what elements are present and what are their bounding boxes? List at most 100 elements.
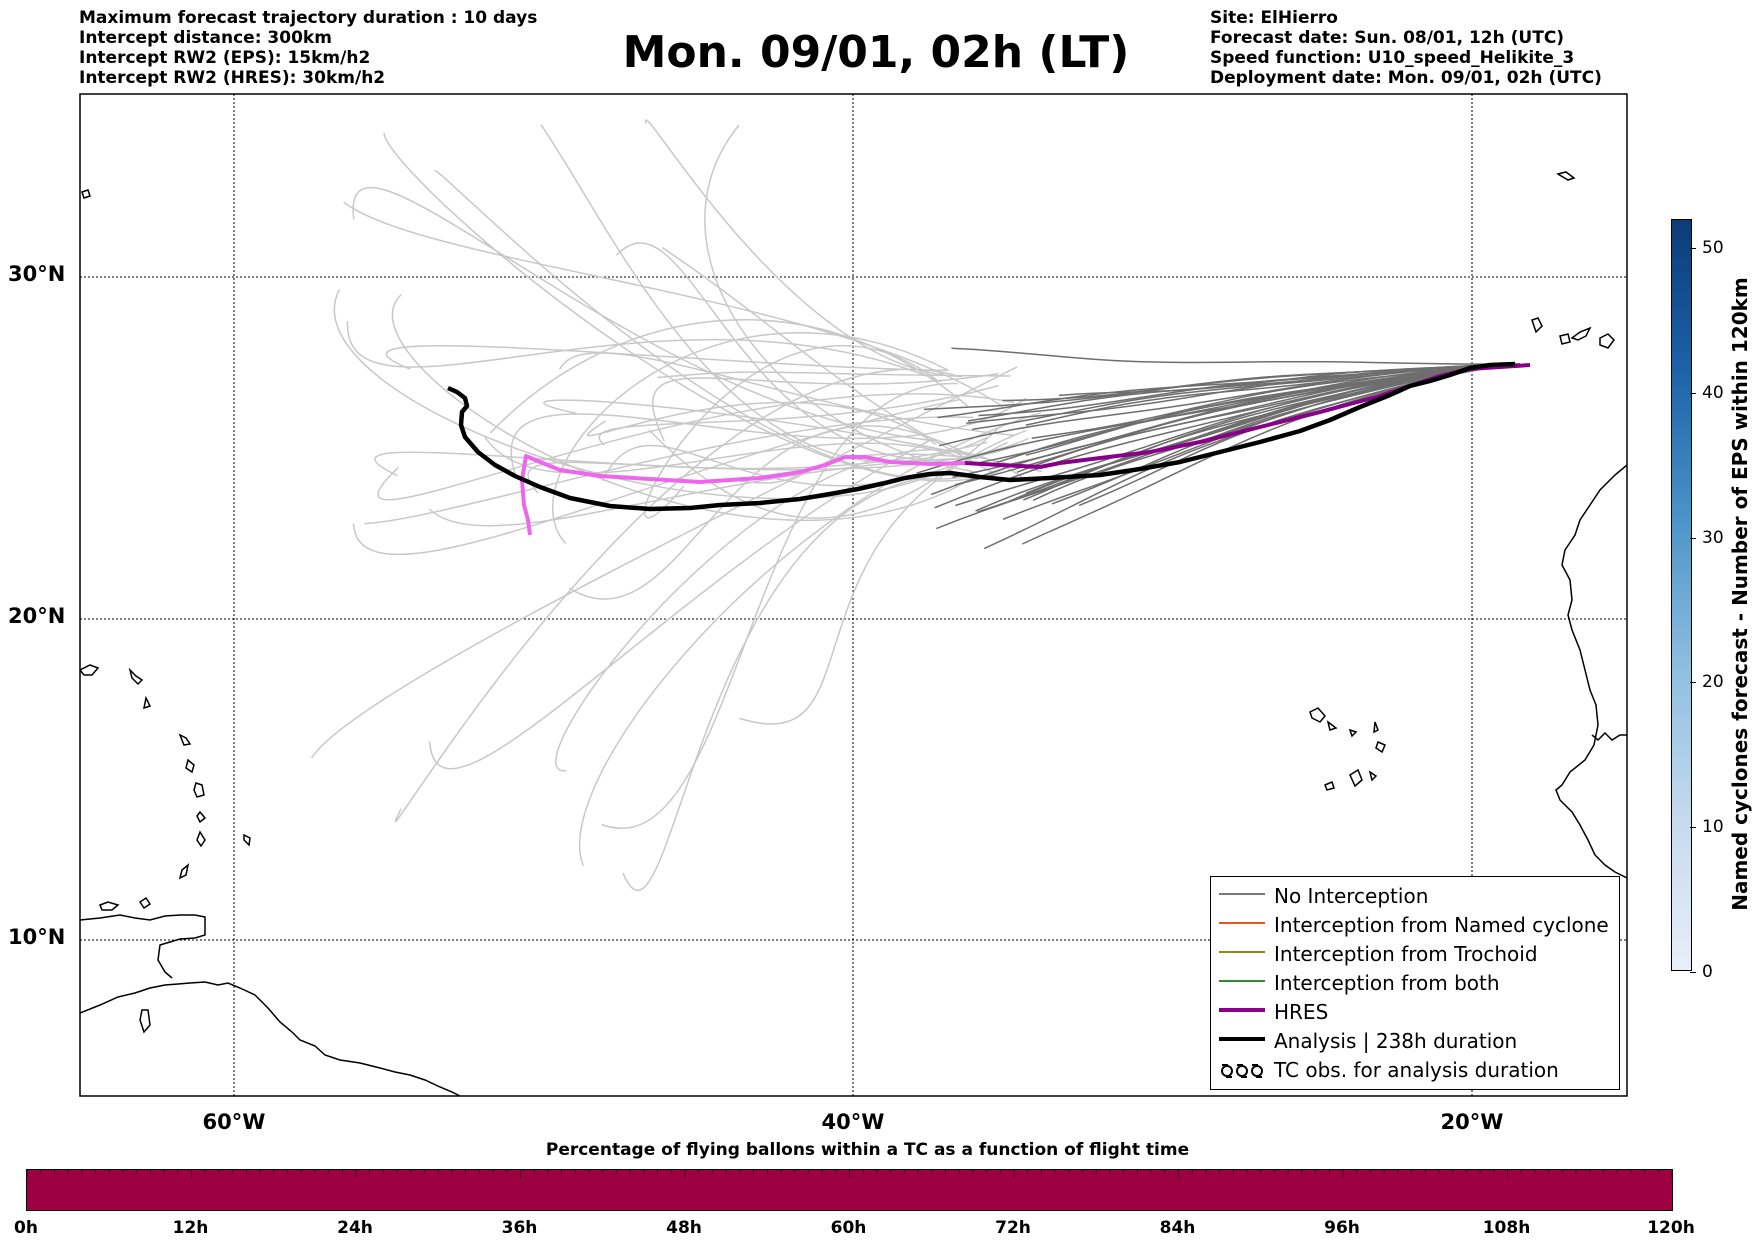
eps-trajectory: [1016, 363, 1521, 474]
legend-label: HRES: [1274, 1000, 1329, 1024]
legend-label: Analysis | 238h duration: [1274, 1029, 1518, 1053]
eps-trajectory: [916, 363, 1521, 474]
legend-line-both: [1219, 980, 1265, 982]
eps-trajectory: [601, 382, 959, 829]
lat-label-30n: 30°N: [8, 262, 66, 286]
intercept-eps-text: Intercept RW2 (EPS): 15km/h2: [79, 48, 371, 68]
intercept-distance-text: Intercept distance: 300km: [79, 28, 332, 48]
legend-label: TC obs. for analysis duration: [1274, 1058, 1559, 1082]
island-1: [99, 901, 120, 911]
flight-time-bar-ticks: [27, 1170, 1672, 1178]
map-frame: [79, 93, 1628, 1097]
eps-trajectory: [558, 352, 1014, 436]
island-gran-canaria: [1599, 333, 1615, 349]
island-7: [178, 733, 192, 746]
island-2: [138, 896, 152, 910]
eps-trajectory: [428, 438, 934, 770]
flight-time-title: Percentage of flying ballons within a TC…: [545, 1140, 1190, 1160]
island-5: [128, 667, 144, 686]
colorbar-tick-label: 30: [1702, 527, 1724, 548]
island-cv-6: [1349, 768, 1363, 788]
colorbar-tick-mark: [1690, 972, 1696, 973]
eps-trajectories-distant: [310, 119, 1043, 892]
island-cv-2: [1326, 720, 1338, 731]
eps-trajectory: [1002, 363, 1521, 402]
legend-both: Interception from both: [1211, 968, 1619, 997]
island-8: [185, 758, 195, 774]
speed-function-text: Speed function: U10_speed_Helikite_3: [1210, 48, 1575, 68]
coastline-africa-inlet: [1591, 731, 1627, 742]
flight-time-tick-label: 120h: [1647, 1218, 1695, 1238]
coastline-trinidad-venezuela: [80, 914, 206, 979]
eps-trajectories-no-interception: [916, 347, 1521, 550]
coastlines: [80, 171, 1627, 1096]
island-gran-canaria-n: [1570, 326, 1592, 341]
eps-trajectory: [644, 119, 963, 378]
legend-line-named-cyclone: [1219, 922, 1265, 924]
island-4: [80, 664, 100, 676]
island-10: [196, 810, 207, 824]
flight-time-tick-label: 12h: [172, 1218, 209, 1238]
colorbar-tick-mark: [1690, 537, 1696, 539]
eps-trajectory: [939, 363, 1521, 447]
legend-named-cyclone: Interception from Named cyclone: [1211, 910, 1619, 939]
lon-label-60w: 60°W: [202, 1110, 266, 1134]
lon-label-20w: 20°W: [1440, 1110, 1504, 1134]
legend-label: Interception from both: [1274, 971, 1500, 995]
island-la-palma: [1531, 317, 1543, 334]
eps-trajectory: [704, 124, 979, 474]
eps-trajectory: [568, 425, 968, 600]
flight-time-tick-label: 108h: [1482, 1218, 1531, 1238]
legend-label: Interception from Named cyclone: [1274, 913, 1609, 937]
colorbar-tick-label: 50: [1702, 237, 1724, 258]
island-13: [243, 833, 251, 847]
intercept-hres-text: Intercept RW2 (HRES): 30km/h2: [79, 68, 386, 88]
eps-trajectory: [489, 318, 968, 434]
legend-line-trochoid: [1219, 951, 1265, 953]
hres-extension-track: [520, 454, 966, 536]
island-3: [139, 1009, 151, 1034]
island-14: [81, 189, 91, 199]
eps-trajectory: [510, 397, 1027, 474]
island-tenerife: [1559, 333, 1571, 345]
flight-time-tick-label: 24h: [337, 1218, 373, 1238]
eps-trajectory: [352, 186, 934, 442]
eps-trajectory: [578, 411, 1042, 866]
flight-time-tick-label: 84h: [1159, 1218, 1196, 1238]
eps-trajectory: [346, 321, 942, 383]
eps-trajectory: [951, 347, 1521, 365]
lon-label-40w: 40°W: [821, 1110, 885, 1134]
eps-trajectory: [587, 401, 937, 446]
colorbar-tick-mark: [1690, 392, 1696, 394]
colorbar-tick-mark: [1690, 247, 1696, 249]
flight-time-tick-label: 60h: [830, 1218, 867, 1238]
island-6: [143, 695, 152, 710]
flight-time-tick-label: 0h: [14, 1218, 38, 1238]
eps-trajectory: [364, 416, 974, 525]
map-legend: No Interception Interception from Named …: [1210, 876, 1620, 1090]
eps-trajectory: [661, 246, 993, 474]
coastline-south-america: [80, 981, 461, 1096]
site-text: Site: ElHierro: [1210, 8, 1338, 28]
island-cv-5: [1375, 740, 1386, 754]
eps-trajectory: [391, 294, 974, 521]
island-cv-4: [1373, 721, 1379, 734]
island-cv-1: [1309, 707, 1326, 723]
colorbar-tick-label: 0: [1702, 962, 1713, 982]
legend-line-analysis: [1219, 1037, 1265, 1041]
forecast-date-text: Forecast date: Sun. 08/01, 12h (UTC): [1210, 28, 1565, 48]
eps-trajectory: [310, 366, 1018, 759]
island-11: [196, 830, 206, 848]
island-cv-3: [1348, 728, 1358, 738]
coastline-africa: [1555, 464, 1627, 879]
cyclone-count-colorbar: [1671, 219, 1692, 971]
eps-trajectory: [343, 201, 1004, 408]
eps-trajectory: [483, 435, 959, 474]
legend-hres: HRES: [1211, 997, 1619, 1026]
lat-label-10n: 10°N: [8, 925, 66, 949]
legend-label: No Interception: [1274, 884, 1429, 908]
island-cv-8: [1324, 780, 1335, 791]
colorbar-tick-label: 10: [1702, 817, 1724, 838]
colorbar-tick-mark: [1690, 827, 1696, 829]
colorbar-tick-mark: [1690, 682, 1696, 684]
